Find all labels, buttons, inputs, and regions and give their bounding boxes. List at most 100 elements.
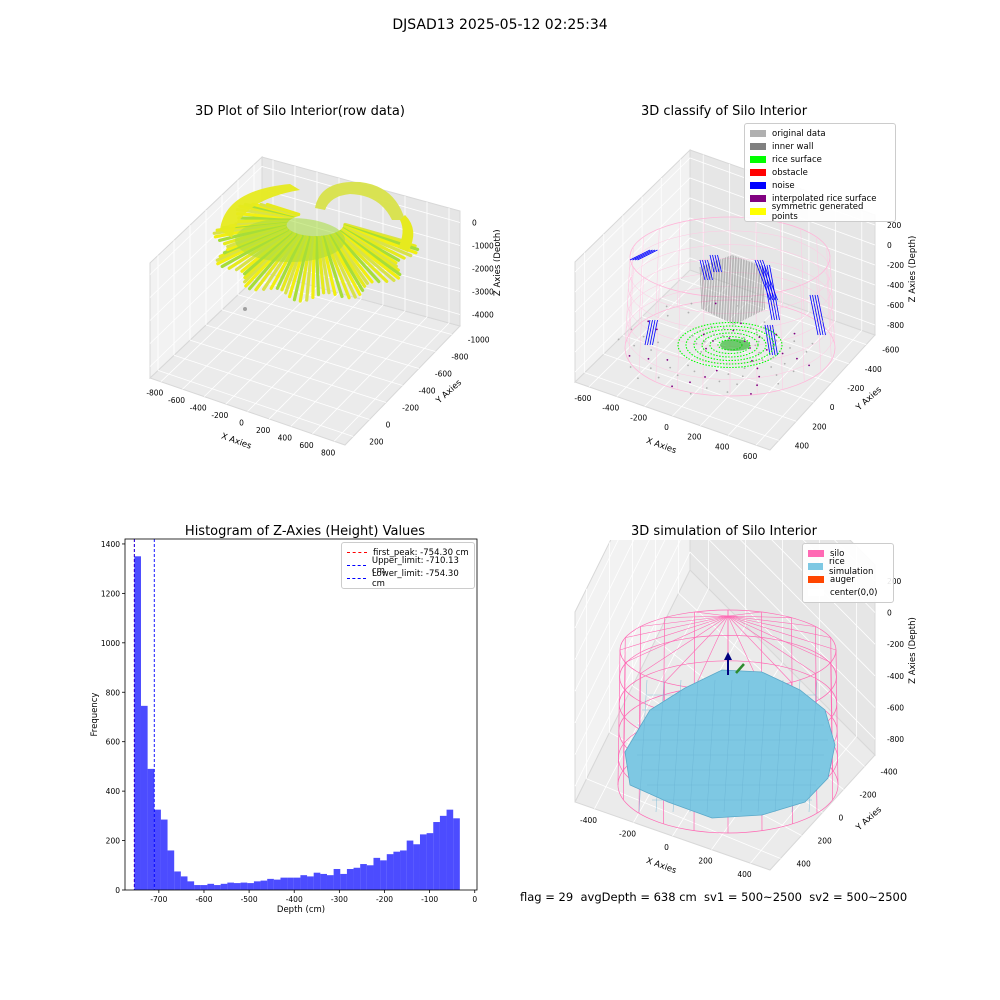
x-tick-label: -200 — [630, 413, 647, 422]
x-tick-label: -200 — [211, 411, 228, 420]
legend-entry: first_peak: -754.30 cm — [347, 546, 469, 559]
grid-line — [574, 257, 876, 373]
interpolated-point — [669, 366, 672, 369]
histogram-bar — [273, 879, 281, 890]
legend-swatch — [347, 552, 367, 553]
y-tick-label: 0 — [830, 403, 835, 412]
interpolated-point — [721, 334, 724, 337]
x-tick-label: -100 — [421, 895, 438, 904]
inner-wall-points — [699, 266, 703, 310]
x-tick-label: -700 — [150, 895, 167, 904]
grid-line — [727, 320, 836, 436]
legend-label: inner wall — [772, 141, 814, 152]
grid-line — [574, 177, 876, 293]
legend-entry: center(0,0) — [808, 586, 888, 599]
interpolated-point — [710, 325, 713, 328]
z-tick-label: 200 — [887, 577, 902, 586]
noise-points — [649, 319, 656, 346]
inner-wall-points — [750, 262, 754, 316]
histogram-bar — [260, 880, 268, 890]
silo-strut — [702, 295, 705, 395]
interpolated-point — [743, 367, 746, 370]
silo-roof-strut — [727, 615, 831, 663]
histogram-bar — [214, 885, 221, 890]
silo-strut — [826, 267, 832, 361]
x-tick-label: 600 — [299, 441, 314, 450]
y-tick-label: 400 — [797, 860, 812, 869]
noise-points — [644, 319, 651, 346]
grid-line — [661, 297, 849, 365]
legend-entry: rice simulation — [808, 557, 888, 577]
inner-wall-points — [754, 263, 757, 314]
legend-swatch — [808, 550, 824, 557]
interpolated-point — [633, 344, 636, 347]
interpolated-point — [657, 341, 659, 344]
noise-points — [704, 259, 711, 281]
interpolated-point — [763, 321, 766, 324]
grid-line — [157, 370, 354, 437]
x-tick-label: -400 — [580, 816, 597, 825]
histogram-bar — [446, 809, 454, 890]
legend-label: obstacle — [772, 167, 808, 178]
grid-line — [173, 354, 370, 420]
x-tick-label: 0 — [664, 423, 669, 432]
raw-rim-right — [398, 215, 414, 252]
histogram-bar — [346, 868, 354, 890]
x-axis-label: X Axies — [220, 432, 253, 452]
histogram-bar — [433, 822, 440, 890]
x-tick-label: 200 — [698, 857, 713, 866]
interpolated-point — [736, 383, 738, 386]
interpolated-point — [811, 342, 814, 345]
noise-points — [702, 259, 708, 281]
histogram-bar — [386, 854, 394, 890]
legend-swatch — [750, 156, 766, 163]
inner-wall-points — [733, 255, 736, 325]
interpolated-point — [687, 364, 689, 367]
grid-line — [616, 283, 730, 397]
grid-line — [644, 292, 757, 407]
histogram-bar — [439, 815, 447, 890]
legend-label: center(0,0) — [830, 587, 878, 598]
silo-strut — [800, 285, 805, 382]
x-tick-label: -500 — [241, 895, 258, 904]
silo-roof-strut — [619, 615, 729, 651]
histogram-bar — [333, 868, 341, 890]
silo-roof-strut — [727, 615, 816, 674]
inner-wall-points — [718, 259, 722, 319]
z-tick-label: -3000 — [472, 288, 494, 297]
histogram-bar — [287, 877, 294, 890]
x-tick-label: 800 — [321, 448, 336, 457]
silo-strut — [829, 256, 836, 349]
interpolated-point — [704, 376, 706, 378]
interpolated-point — [689, 392, 692, 395]
raw-point-streak — [265, 202, 301, 217]
interpolated-point — [756, 384, 758, 387]
noise-points — [652, 319, 658, 346]
z-tick-label: -600 — [887, 704, 904, 713]
noise-points — [761, 264, 773, 321]
interpolated-point — [789, 347, 791, 349]
z-axis-label: Z Axies (Depth) — [493, 229, 500, 296]
legend-swatch — [750, 169, 766, 176]
legend-swatch — [750, 130, 766, 137]
noise-points — [817, 294, 826, 336]
interpolated-point — [796, 357, 798, 360]
inner-wall-points — [755, 263, 759, 314]
rice-simulation-surface — [624, 669, 836, 819]
raw-point-streak — [337, 230, 401, 280]
inner-wall-points — [717, 260, 720, 318]
legend-entry: symmetric generated points — [750, 202, 890, 222]
histogram-bar — [200, 885, 208, 890]
inner-wall-points — [709, 263, 712, 314]
histogram-bar — [419, 834, 427, 890]
inner-wall-points — [726, 256, 730, 323]
interpolated-point — [772, 304, 775, 306]
noise-points — [809, 294, 819, 336]
inner-wall-points — [752, 262, 756, 315]
rice-surface-ring — [701, 332, 759, 358]
raw-center-patch — [235, 218, 345, 262]
inner-wall-points — [742, 259, 746, 320]
interpolated-point — [792, 370, 795, 373]
interpolated-point — [772, 356, 774, 359]
interpolated-point — [642, 335, 645, 338]
